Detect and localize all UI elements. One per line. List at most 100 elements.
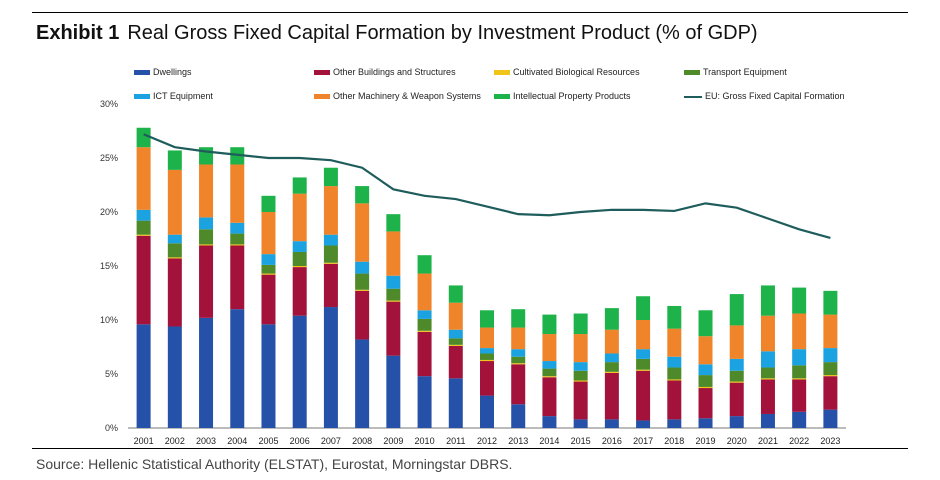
bar-segment <box>417 331 432 377</box>
bar-segment <box>355 290 370 340</box>
bar-segment <box>386 300 401 302</box>
legend-item: Transport Equipment <box>684 67 787 77</box>
x-tick-label: 2008 <box>352 436 372 446</box>
bar-segment <box>386 355 401 428</box>
bar-segment <box>386 231 401 276</box>
x-tick-label: 2012 <box>477 436 497 446</box>
bar-segment <box>448 378 463 428</box>
legend-label: Intellectual Property Products <box>513 91 631 101</box>
x-tick-label: 2018 <box>664 436 684 446</box>
x-tick-label: 2022 <box>789 436 809 446</box>
bar-segment <box>792 287 807 314</box>
bar-segment <box>729 325 744 359</box>
bar-segment <box>167 326 182 428</box>
bar-segment <box>636 370 651 421</box>
bar-segment <box>417 310 432 319</box>
legend-color-swatch <box>494 94 510 100</box>
bar-segment <box>760 351 775 368</box>
x-tick-label: 2001 <box>134 436 154 446</box>
eu-gfcf-line <box>143 133 831 239</box>
bar-segment <box>636 296 651 320</box>
y-tick-label: 10% <box>100 315 118 325</box>
bar-segment <box>292 241 307 252</box>
bar-segment <box>667 380 682 420</box>
legend-color-swatch <box>494 70 510 76</box>
bar-segment <box>511 404 526 428</box>
bar-segment <box>729 358 744 371</box>
bar-segment <box>667 379 682 381</box>
x-tick-label: 2005 <box>258 436 278 446</box>
bar-segment <box>292 251 307 266</box>
legend-item: ICT Equipment <box>134 91 213 101</box>
bar-segment <box>386 214 401 232</box>
legend-line-swatch <box>684 95 702 98</box>
chart: 0% 5% 10% 15% 20% 25% 30% 2001 2002 2003 2004 2005 2… <box>100 99 846 446</box>
bar-segment <box>667 305 682 329</box>
x-tick-label: 2016 <box>602 436 622 446</box>
bar-segment <box>292 193 307 242</box>
bar-segment <box>480 359 494 362</box>
bar-segment <box>760 315 775 352</box>
bar-segment <box>636 320 651 350</box>
bar-segment <box>386 275 401 289</box>
legend-label: Transport Equipment <box>703 67 787 77</box>
bar-segment <box>698 375 713 387</box>
bar-segment <box>792 349 807 366</box>
bar-segment <box>729 382 744 417</box>
legend-color-swatch <box>684 70 700 76</box>
bar-segment <box>792 313 807 350</box>
x-tick-label: 2004 <box>227 436 247 446</box>
bar-segment <box>261 195 276 212</box>
bar-segment <box>167 243 182 258</box>
bar-segment <box>729 370 744 382</box>
bar-segment <box>230 309 245 428</box>
bar-segment <box>323 307 338 428</box>
bar-segment <box>199 244 214 246</box>
bar-segment <box>230 244 245 246</box>
bar-segment <box>167 150 182 170</box>
bar-segment <box>573 362 588 371</box>
bar-segment <box>604 308 619 330</box>
bar-segment <box>542 377 557 417</box>
bar-segment <box>604 362 619 372</box>
legend-label: ICT Equipment <box>153 91 213 101</box>
bar-segment <box>480 395 494 428</box>
exhibit-label: Exhibit 1 <box>36 22 120 44</box>
bar-segment <box>573 313 588 335</box>
bar-segment <box>573 370 588 381</box>
bar-segment <box>698 386 713 389</box>
bar-segment <box>480 361 494 396</box>
bar-segment <box>511 356 526 364</box>
bar-segment <box>636 420 651 428</box>
top-rule <box>32 12 908 13</box>
y-tick-label: 25% <box>100 153 118 163</box>
bar-segment <box>167 257 182 259</box>
legend-color-swatch <box>134 94 150 100</box>
bar-segment <box>542 334 557 362</box>
bar-segment <box>636 358 651 370</box>
legend-item: Other Buildings and Structures <box>314 67 456 77</box>
bar-segment <box>698 364 713 376</box>
bar-segment <box>511 364 526 405</box>
bar-segment <box>636 369 651 371</box>
legend-item: Cultivated Biological Resources <box>494 67 640 77</box>
bar-segment <box>573 380 588 382</box>
x-tick-label: 2015 <box>571 436 591 446</box>
bar-segment <box>667 419 682 428</box>
bar-segment <box>760 378 775 380</box>
bar-segment <box>604 329 619 354</box>
x-tick-label: 2007 <box>321 436 341 446</box>
x-tick-label: 2020 <box>727 436 747 446</box>
bar-segment <box>698 310 713 337</box>
y-tick-label: 15% <box>100 261 118 271</box>
bar-segment <box>199 164 214 218</box>
bar-segment <box>323 245 338 263</box>
legend-label: Cultivated Biological Resources <box>513 67 640 77</box>
bar-segment <box>573 381 588 420</box>
bar-segment <box>636 349 651 359</box>
bottom-rule <box>32 448 908 449</box>
bar-segment <box>511 349 526 357</box>
x-tick-label: 2002 <box>165 436 185 446</box>
bar-segment <box>542 416 557 428</box>
bar-segment <box>448 338 463 345</box>
